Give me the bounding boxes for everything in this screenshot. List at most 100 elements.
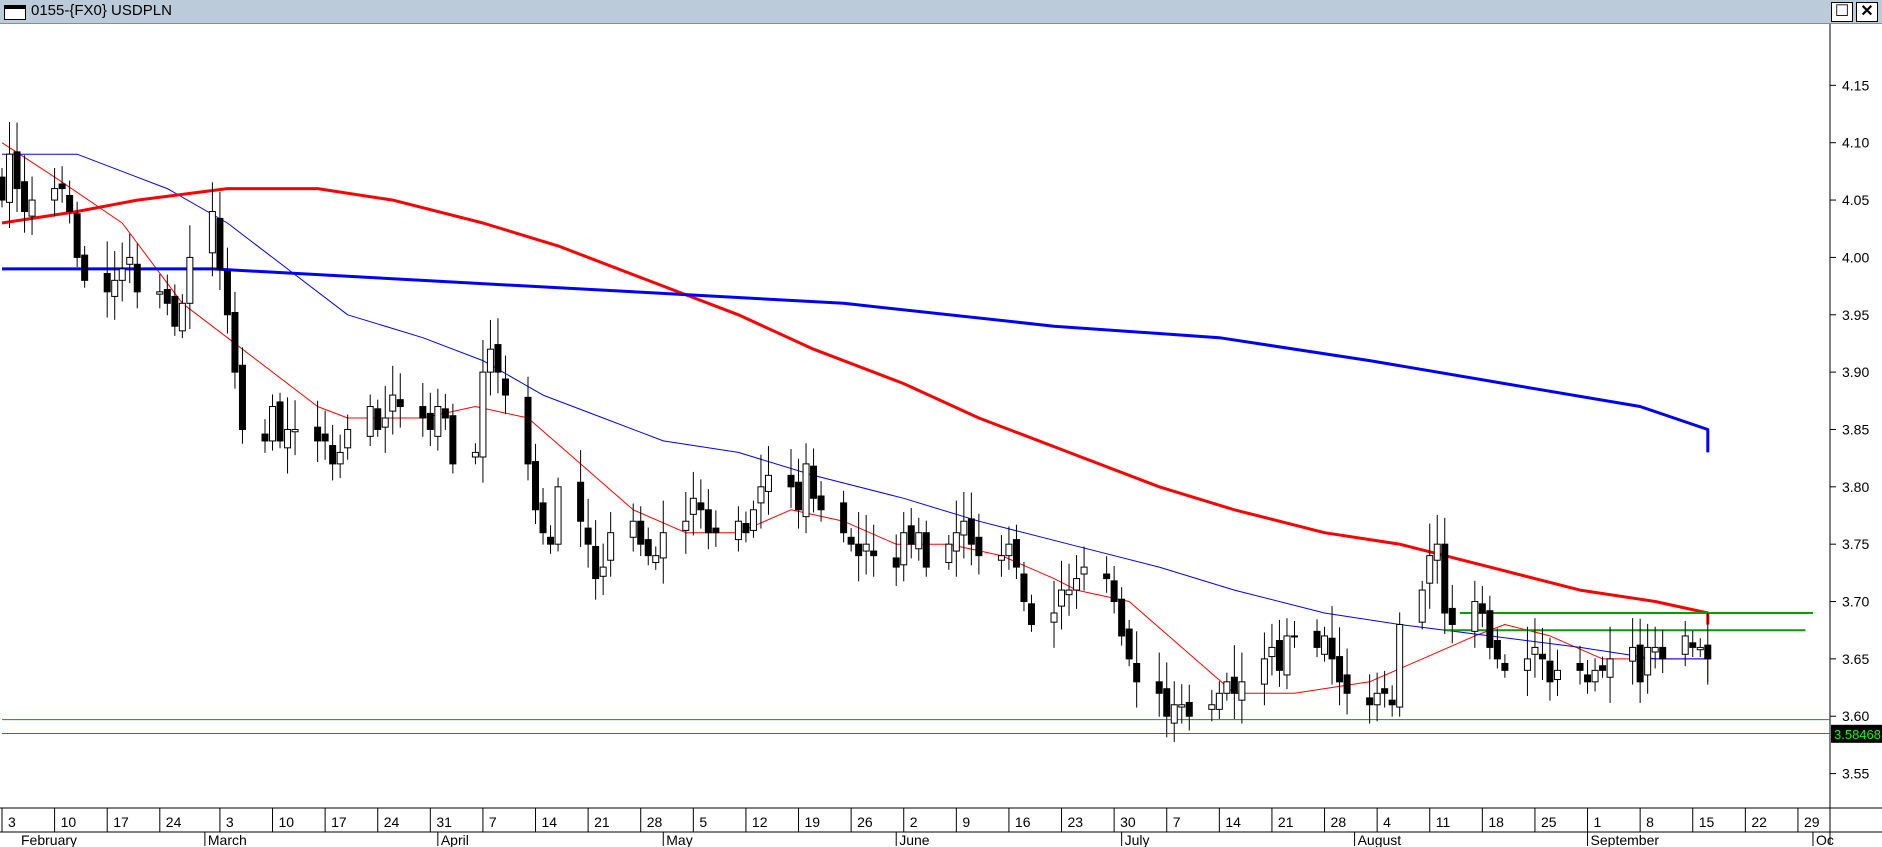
maximize-button[interactable]: ☐ — [1831, 2, 1853, 22]
candle-body — [1433, 543, 1441, 561]
x-tick-label: 21 — [594, 814, 610, 830]
x-tick-label: 18 — [1488, 814, 1504, 830]
candle-body — [1275, 640, 1283, 671]
window-icon[interactable] — [4, 5, 26, 20]
candle-body — [501, 378, 509, 396]
candle-body — [629, 520, 637, 538]
candle-body — [1020, 573, 1028, 603]
y-tick-label: 3.65 — [1842, 651, 1869, 667]
candle-body — [855, 543, 863, 557]
x-tick-label: 26 — [857, 814, 873, 830]
x-tick-label: 22 — [1751, 814, 1767, 830]
candle-body — [1396, 623, 1404, 708]
close-button[interactable]: ✕ — [1856, 2, 1878, 22]
candle-body — [1426, 555, 1434, 584]
candle-body — [1696, 646, 1704, 651]
candle-body — [704, 509, 712, 534]
x-tick-label: 28 — [1331, 814, 1347, 830]
candle-body — [1704, 644, 1712, 660]
candle-body — [1230, 676, 1238, 694]
x-tick-label: 3 — [226, 814, 234, 830]
y-tick-label: 4.10 — [1842, 135, 1869, 151]
candle-body — [810, 465, 818, 499]
y-tick-label: 4.00 — [1842, 249, 1869, 265]
candle-body — [396, 399, 404, 408]
last-price-label: 3.58468 — [1834, 727, 1881, 742]
candle-body — [1546, 660, 1554, 683]
last-price-badge — [1831, 724, 1882, 743]
x-tick-label: 7 — [1173, 814, 1181, 830]
month-label: May — [666, 832, 692, 847]
candle-body — [118, 268, 126, 281]
candle-body — [21, 181, 29, 213]
candle-body — [1163, 688, 1171, 717]
candle-body — [344, 428, 352, 449]
x-tick-label: 29 — [1804, 814, 1820, 830]
moving-average-line — [1, 187, 1710, 625]
x-tick-label: 14 — [542, 814, 558, 830]
candle-body — [1328, 637, 1336, 660]
candle-body — [1283, 635, 1291, 676]
x-axis: 3 10 17 24 3 10 17 24 31 7 14 21 28 5 12 19 26 2 9 16 23 30 7 1… — [1, 808, 1834, 847]
candle-body — [6, 153, 14, 203]
candle-body — [329, 445, 337, 465]
candle-body — [1178, 704, 1186, 708]
candle-body — [1268, 646, 1276, 658]
candle-body — [1441, 543, 1449, 614]
x-tick-label: 7 — [489, 814, 497, 830]
candle-body — [284, 428, 292, 449]
candle-body — [682, 520, 690, 531]
y-axis: 3.55 3.60 3.65 3.70 3.75 3.80 3.85 3.90 3.95 4.00… — [1830, 77, 1882, 782]
candle-body — [1523, 658, 1531, 671]
candle-body — [1215, 692, 1223, 710]
candle-body — [1133, 662, 1141, 683]
level-lines — [2, 612, 1830, 734]
candle-body — [922, 532, 930, 568]
candle-body — [1058, 589, 1066, 607]
month-label: April — [441, 832, 469, 847]
candle-body — [73, 213, 81, 258]
candle-body — [1125, 628, 1133, 660]
candle-body — [163, 289, 171, 304]
y-tick-label: 3.85 — [1842, 421, 1869, 437]
candle-body — [1629, 646, 1637, 662]
candle-body — [1538, 653, 1546, 660]
candle-body — [1599, 665, 1607, 671]
y-tick-label: 3.55 — [1842, 766, 1869, 782]
candle-body — [1418, 589, 1426, 623]
month-label: March — [208, 832, 247, 847]
candle-body — [1208, 704, 1216, 710]
candle-body — [1659, 646, 1667, 660]
month-label: August — [1358, 832, 1402, 847]
x-tick-label: 24 — [384, 814, 400, 830]
candle-body — [892, 557, 900, 568]
candle-body — [216, 217, 224, 270]
candle-body — [261, 433, 269, 442]
moving-average-line — [2, 267, 1710, 453]
candle-body — [1606, 658, 1614, 678]
candle-body — [802, 463, 810, 518]
candle-body — [1118, 598, 1126, 637]
candle-body — [1388, 699, 1396, 706]
candle-body — [712, 527, 720, 534]
x-tick-label: 15 — [1699, 814, 1715, 830]
candle-body — [1584, 674, 1592, 683]
moving-average-line — [2, 153, 1708, 660]
candle-body — [817, 495, 825, 511]
candle-body — [291, 428, 299, 433]
candle-body — [1501, 662, 1509, 671]
x-tick-label: 14 — [1225, 814, 1241, 830]
candle-body — [1689, 642, 1697, 648]
y-tick-label: 3.75 — [1842, 536, 1869, 552]
candle-body — [1681, 635, 1689, 655]
candle-body — [133, 263, 141, 293]
candle-body — [1313, 630, 1321, 648]
window-titlebar: 0155-{FX0} USDPLN ☐ ✕ — [0, 0, 1882, 24]
candle-body — [1373, 692, 1381, 706]
plot-area[interactable] — [0, 24, 1882, 844]
candle-body — [1080, 566, 1088, 575]
price-chart[interactable]: 3.55 3.60 3.65 3.70 3.75 3.80 3.85 3.90 3.95 4.00… — [0, 24, 1882, 847]
candle-body — [336, 451, 344, 465]
candle-body — [907, 525, 915, 545]
candle-body — [1073, 578, 1081, 591]
